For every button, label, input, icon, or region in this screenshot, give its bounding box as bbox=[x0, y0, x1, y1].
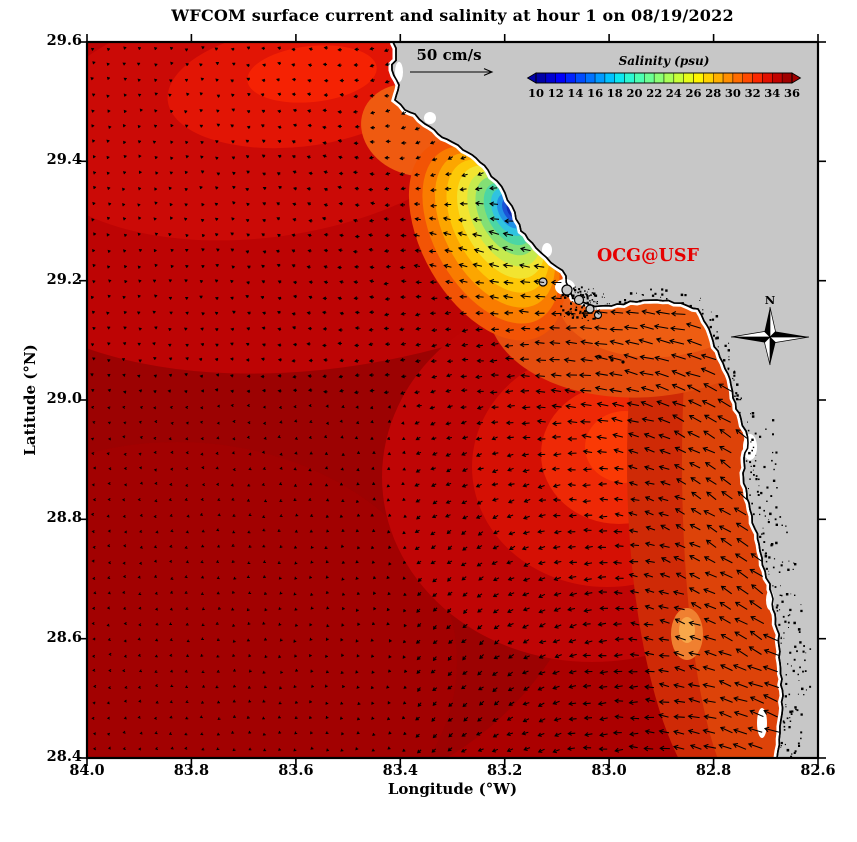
axis-tick-marks bbox=[79, 34, 826, 766]
colorbar-title: Salinity (psu) bbox=[619, 54, 710, 68]
x-tick-label: 82.6 bbox=[800, 762, 836, 779]
plot-border bbox=[85, 40, 820, 760]
colorbar-tick-label: 16 bbox=[587, 86, 603, 100]
colorbar-tick-label: 26 bbox=[685, 86, 701, 100]
y-tick-label: 29.6 bbox=[46, 32, 82, 49]
colorbar-tick-label: 10 bbox=[528, 86, 544, 100]
colorbar-tick-label: 36 bbox=[784, 86, 800, 100]
y-tick-label: 28.6 bbox=[46, 628, 82, 646]
colorbar-tick-label: 12 bbox=[548, 86, 564, 100]
colorbar-tick-label: 34 bbox=[764, 86, 780, 100]
compass-north-label: N bbox=[765, 293, 776, 307]
x-tick-label: 83.2 bbox=[487, 762, 523, 779]
colorbar-tick-label: 20 bbox=[626, 86, 642, 100]
y-tick-label: 29.4 bbox=[46, 151, 82, 169]
coastline bbox=[391, 42, 784, 758]
x-tick-label: 83.8 bbox=[173, 762, 210, 779]
colorbar-tick-label: 24 bbox=[666, 86, 682, 100]
credit-label: OCG@USF bbox=[597, 246, 700, 266]
x-tick-label: 83.0 bbox=[591, 762, 627, 779]
island bbox=[585, 304, 595, 314]
vector-scale-legend: 50 cm/s bbox=[410, 46, 494, 76]
y-tick-label: 29.0 bbox=[46, 390, 82, 407]
colorbar-tick-label: 22 bbox=[646, 86, 662, 100]
current-vectors bbox=[90, 46, 780, 754]
colorbar-tick-label: 32 bbox=[745, 86, 761, 100]
colorbar-tick-label: 30 bbox=[725, 86, 741, 100]
colorbar-tick-label: 14 bbox=[567, 86, 583, 100]
colorbar-tick-label: 18 bbox=[607, 86, 623, 100]
x-tick-label: 83.4 bbox=[382, 762, 418, 779]
islet-dot bbox=[621, 360, 625, 364]
island bbox=[573, 294, 585, 306]
compass-rose: N bbox=[730, 293, 810, 366]
x-axis-title: Longitude (°W) bbox=[387, 780, 518, 798]
vector-scale-arrow bbox=[410, 68, 494, 76]
y-tick-label: 29.2 bbox=[46, 270, 82, 288]
island bbox=[561, 284, 573, 296]
y-tick-label: 28.4 bbox=[46, 748, 82, 765]
x-tick-label: 84.0 bbox=[69, 762, 105, 779]
x-tick-label: 82.8 bbox=[695, 762, 732, 779]
vector-scale-label: 50 cm/s bbox=[416, 46, 481, 64]
y-tick-label: 28.8 bbox=[46, 509, 82, 527]
x-tick-label: 83.6 bbox=[278, 762, 314, 779]
y-axis-title: Latitude (°N) bbox=[21, 344, 39, 456]
figure-title: WFCOM surface current and salinity at ho… bbox=[171, 6, 734, 25]
colorbar-tick-label: 28 bbox=[705, 86, 721, 100]
